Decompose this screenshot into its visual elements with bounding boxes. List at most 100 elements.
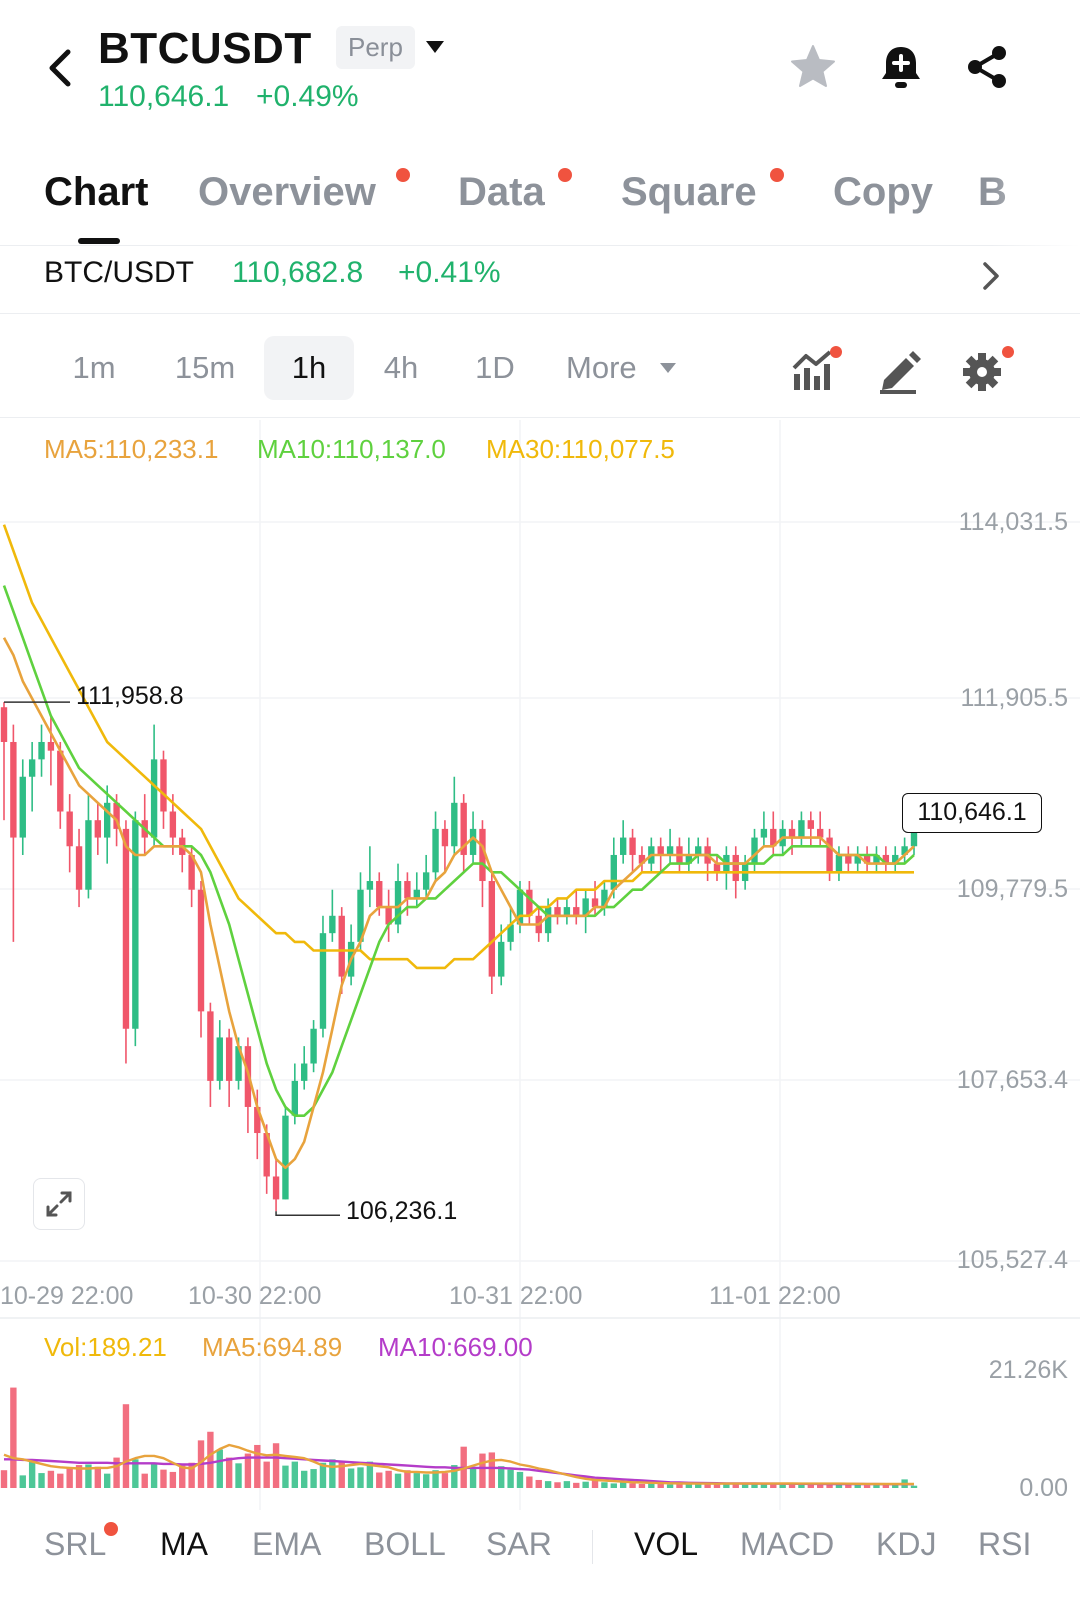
candle-body <box>235 1046 242 1081</box>
interval-1d[interactable]: 1D <box>475 350 515 385</box>
price-alert-button[interactable] <box>874 40 928 94</box>
indicator-srl[interactable]: SRL <box>44 1526 107 1562</box>
kline-chart[interactable]: MA5:110,233.1 MA10:110,137.0 MA30:110,07… <box>0 420 1080 1600</box>
candle-body <box>160 759 167 812</box>
candle-body <box>263 1133 270 1177</box>
tab-chart[interactable]: Chart <box>44 170 149 214</box>
volume-bar <box>160 1469 167 1488</box>
candle-body <box>38 741 45 760</box>
candle-body <box>638 854 646 864</box>
chart-settings-button[interactable] <box>960 344 1014 396</box>
candle-body <box>422 872 430 890</box>
candle-body <box>432 828 439 873</box>
volume-bar <box>282 1465 289 1488</box>
interval-1h[interactable]: 1h <box>264 336 354 400</box>
draw-tool-button[interactable] <box>874 344 926 396</box>
volume-bar <box>629 1483 636 1488</box>
volume-bar <box>910 1485 918 1488</box>
indicator-divider <box>592 1530 593 1564</box>
candle-body <box>47 741 55 751</box>
vol-ma10-legend: MA10:669.00 <box>378 1332 533 1362</box>
candle-body <box>441 828 449 847</box>
low-price-label: 106,236.1 <box>346 1197 458 1225</box>
caret-down-icon[interactable] <box>424 38 446 56</box>
volume-bar <box>207 1431 214 1488</box>
candle-body <box>291 1080 299 1116</box>
volume-bar <box>498 1466 505 1488</box>
tab-copy[interactable]: Copy <box>833 170 933 214</box>
volume-bar <box>85 1464 92 1488</box>
volume-bar <box>132 1459 139 1488</box>
volume-bar <box>826 1482 833 1488</box>
symbol-title: BTCUSDT <box>98 24 312 73</box>
interval-4h[interactable]: 4h <box>383 350 419 385</box>
tab-square[interactable]: Square <box>621 170 757 214</box>
volume-bar <box>648 1482 655 1488</box>
candle-body <box>385 907 392 925</box>
tab-data[interactable]: Data <box>458 170 545 214</box>
indicator-rsi[interactable]: RSI <box>978 1526 1032 1562</box>
candle-body <box>122 828 130 1029</box>
perp-badge[interactable]: Perp <box>336 26 415 69</box>
volume-bar <box>882 1484 890 1488</box>
indicator-vol[interactable]: VOL <box>634 1526 699 1562</box>
candle-body <box>826 837 833 873</box>
candle-body <box>319 933 327 1029</box>
ma30-legend: MA30:110,077.5 <box>486 434 675 464</box>
interval-15m[interactable]: 15m <box>174 350 236 385</box>
volume-bar <box>66 1467 73 1488</box>
interval-1m[interactable]: 1m <box>72 350 116 385</box>
section-tabs: Chart Overview Data Square Copy B <box>0 160 1080 246</box>
header: BTCUSDT Perp 110,646.1 +0.49% <box>0 0 1080 140</box>
volume-bar <box>807 1483 814 1488</box>
candle-body <box>713 863 721 873</box>
indicator-ma[interactable]: MA <box>160 1526 208 1562</box>
back-button[interactable] <box>40 42 80 94</box>
candle-body <box>394 881 402 925</box>
candle-body <box>516 889 524 925</box>
candle-body <box>873 854 880 864</box>
indicator-button[interactable] <box>790 344 842 396</box>
spot-pair-price: 110,682.8 <box>232 256 364 289</box>
notification-dot <box>558 168 572 182</box>
candle-body <box>798 820 805 838</box>
candle-body <box>272 1176 280 1200</box>
candle-body <box>451 802 458 847</box>
vol-ma10-line <box>4 1456 914 1486</box>
indicator-macd[interactable]: MACD <box>740 1526 835 1562</box>
expand-chart-button[interactable] <box>33 1178 85 1230</box>
candle-body <box>845 854 852 864</box>
settings-gear-icon <box>963 346 1014 391</box>
volume-bar <box>816 1484 824 1488</box>
indicator-boll[interactable]: BOLL <box>364 1526 446 1562</box>
last-price-marker: 110,646.1 <box>902 793 1042 833</box>
volume-bar <box>713 1483 721 1488</box>
candle-body <box>901 846 908 855</box>
volume-bar <box>770 1483 777 1488</box>
price-axis-label: 114,031.5 <box>958 508 1068 536</box>
candle-body <box>28 759 36 777</box>
volume-bar <box>113 1457 120 1488</box>
volume-bar <box>28 1460 36 1488</box>
indicator-sar[interactable]: SAR <box>486 1526 552 1562</box>
indicator-ema[interactable]: EMA <box>252 1526 322 1562</box>
volume-bar <box>216 1449 223 1488</box>
volume-bar <box>301 1470 308 1488</box>
price-axis-label: 109,779.5 <box>956 875 1068 903</box>
tab-overview[interactable]: Overview <box>198 170 376 214</box>
spot-pair-row[interactable]: BTC/USDT 110,682.8 +0.41% <box>0 246 1080 314</box>
price-change: +0.49% <box>256 80 359 113</box>
volume-bar <box>422 1474 430 1488</box>
candle-body <box>666 846 674 855</box>
candle-body <box>685 854 693 864</box>
volume-bar <box>0 1470 8 1488</box>
active-tab-indicator <box>78 238 120 244</box>
candle-body <box>591 898 599 908</box>
interval-more[interactable]: More <box>566 350 637 385</box>
candlestick-canvas[interactable] <box>0 420 1080 1600</box>
candle-body <box>216 1037 223 1081</box>
share-button[interactable] <box>960 40 1014 94</box>
indicator-kdj[interactable]: KDJ <box>876 1526 937 1562</box>
favorite-button[interactable] <box>786 40 840 94</box>
candle-body <box>573 907 580 916</box>
